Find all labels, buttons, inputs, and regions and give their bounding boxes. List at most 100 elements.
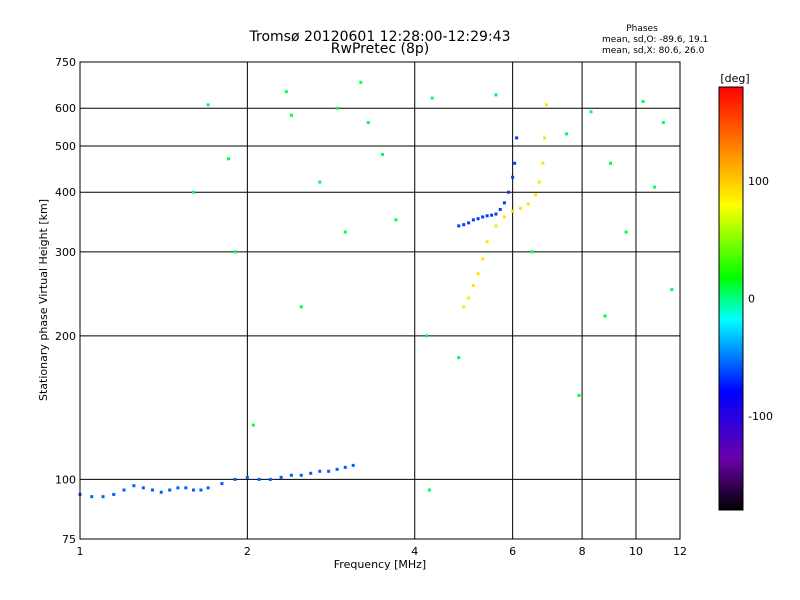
- data-point: [220, 482, 224, 486]
- data-point: [513, 161, 517, 165]
- legend-title: Phases: [626, 24, 658, 34]
- colorbar: [718, 86, 744, 511]
- data-point: [494, 212, 498, 216]
- data-point: [191, 488, 195, 492]
- data-point: [541, 161, 545, 165]
- data-point: [289, 473, 293, 477]
- chart-subtitle: RwPretec (8p): [331, 41, 429, 57]
- data-point: [457, 356, 461, 360]
- y-tick-label: 75: [62, 533, 76, 546]
- data-point: [394, 218, 398, 222]
- y-tick-label: 200: [55, 330, 76, 343]
- y-tick-label: 600: [55, 102, 76, 115]
- data-point: [176, 486, 180, 490]
- data-point: [534, 193, 538, 197]
- data-point: [206, 103, 210, 107]
- data-point: [670, 288, 674, 292]
- y-tick-label: 750: [55, 56, 76, 69]
- data-point: [351, 463, 355, 467]
- data-point: [335, 467, 339, 471]
- x-tick-label: 2: [244, 545, 251, 558]
- data-point: [467, 221, 471, 225]
- y-tick-label: 100: [55, 473, 76, 486]
- data-point: [519, 206, 523, 210]
- data-point: [168, 488, 172, 492]
- data-point: [206, 486, 210, 490]
- data-point: [284, 90, 288, 94]
- data-point: [199, 488, 203, 492]
- data-point: [543, 136, 547, 140]
- data-point: [112, 492, 116, 496]
- data-point: [653, 185, 657, 189]
- data-point: [380, 152, 384, 156]
- data-point: [511, 175, 515, 179]
- x-tick-label: 10: [629, 545, 643, 558]
- plot-frame: [79, 61, 681, 540]
- data-point: [343, 230, 347, 234]
- data-point: [544, 103, 548, 107]
- data-point: [132, 484, 136, 488]
- colorbar-tick-label: -100: [748, 410, 773, 423]
- data-point: [327, 469, 331, 473]
- data-point: [485, 240, 489, 244]
- data-point: [462, 223, 466, 227]
- gridlines: [80, 62, 680, 539]
- data-point: [318, 469, 322, 473]
- data-point: [490, 213, 494, 217]
- y-tick-label: 500: [55, 140, 76, 153]
- data-point: [494, 93, 498, 97]
- data-point: [515, 136, 519, 140]
- data-point: [481, 257, 485, 261]
- data-point: [227, 157, 231, 161]
- data-point: [530, 250, 534, 254]
- data-point: [502, 215, 506, 219]
- data-point: [184, 486, 188, 490]
- data-point: [141, 486, 145, 490]
- data-point: [359, 80, 363, 84]
- data-point: [90, 495, 94, 499]
- data-point: [309, 471, 313, 475]
- colorbar-label: [deg]: [720, 72, 749, 85]
- data-point: [481, 215, 485, 219]
- data-point: [476, 217, 480, 221]
- data-point: [233, 250, 237, 254]
- y-axis-ticks: 75 100 200 300 400 500 600 750: [55, 56, 76, 546]
- data-point: [191, 190, 195, 194]
- data-point: [641, 99, 645, 103]
- data-point: [299, 473, 303, 477]
- x-tick-label: 8: [579, 545, 586, 558]
- data-point: [457, 224, 461, 228]
- colorbar-tick-label: 0: [748, 293, 755, 306]
- data-point: [268, 477, 272, 481]
- x-tick-label: 1: [77, 545, 84, 558]
- y-axis-label: Stationary phase Virtual Height [km]: [37, 199, 50, 401]
- data-point: [609, 161, 613, 165]
- data-point: [589, 110, 593, 114]
- x-tick-label: 6: [509, 545, 516, 558]
- y-tick-label: 400: [55, 186, 76, 199]
- legend-line-x: mean, sd,X: 80.6, 26.0: [602, 46, 705, 56]
- data-point: [159, 490, 163, 494]
- data-point: [498, 207, 502, 211]
- data-point: [318, 180, 322, 184]
- x-axis-ticks: 1 2 4 6 8 10 12: [77, 545, 688, 558]
- colorbar-tick-label: 100: [748, 175, 769, 188]
- data-point: [279, 475, 283, 479]
- data-point: [245, 475, 249, 479]
- data-point: [430, 96, 434, 100]
- x-tick-label: 12: [673, 545, 687, 558]
- data-point: [485, 214, 489, 218]
- data-point: [289, 113, 293, 117]
- data-point: [494, 224, 498, 228]
- data-point: [150, 488, 154, 492]
- data-point: [101, 495, 105, 499]
- data-point: [537, 180, 541, 184]
- data-point: [343, 465, 347, 469]
- data-points: [78, 80, 674, 499]
- data-point: [299, 305, 303, 309]
- data-point: [565, 132, 569, 136]
- data-point: [502, 201, 506, 205]
- x-axis-label: Frequency [MHz]: [334, 558, 426, 571]
- data-point: [467, 296, 471, 300]
